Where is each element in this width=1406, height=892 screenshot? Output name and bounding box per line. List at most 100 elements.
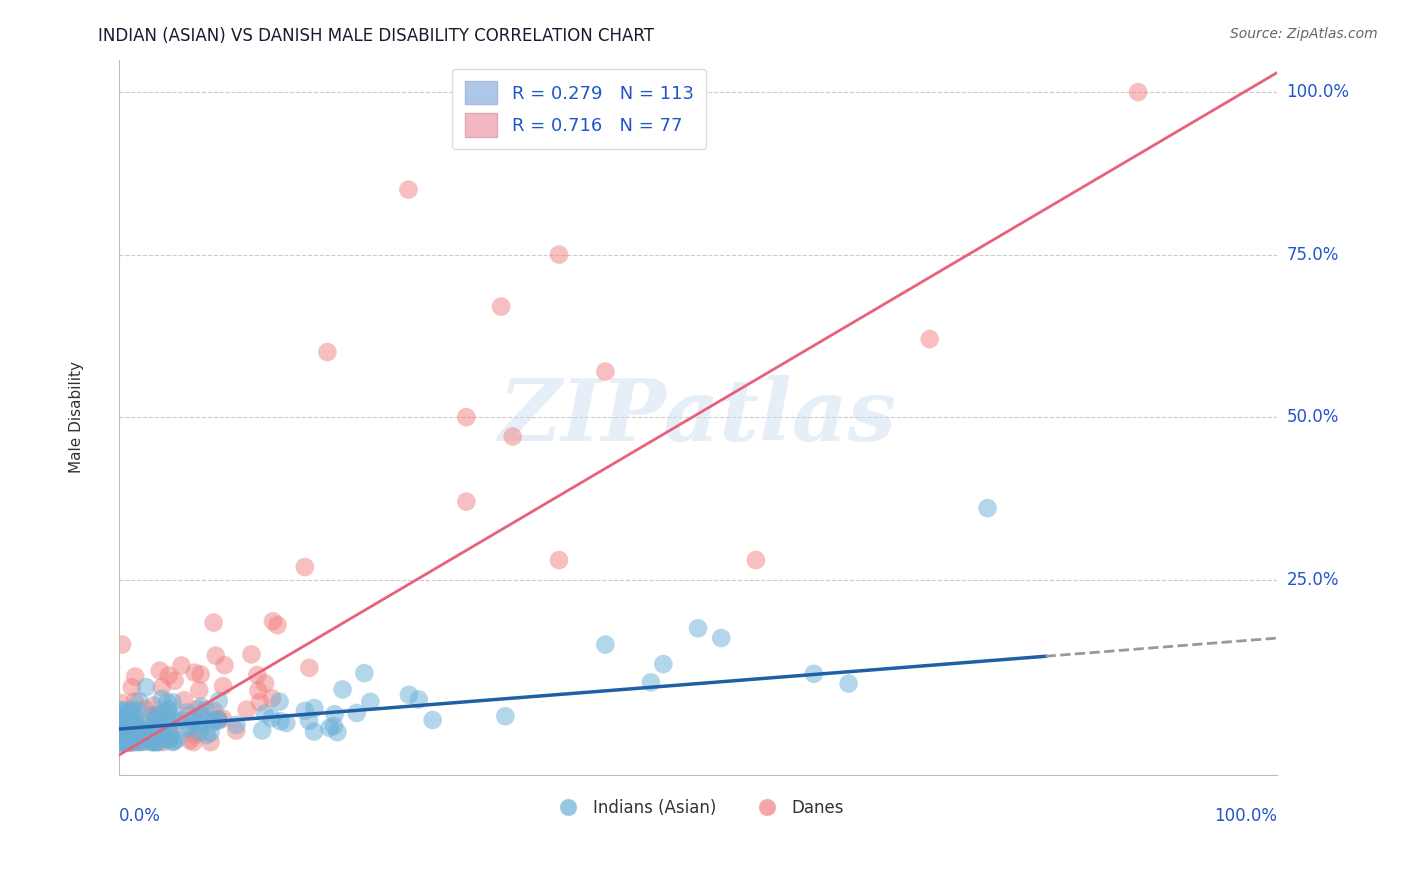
Point <box>121 716 143 731</box>
Point <box>115 735 138 749</box>
Point <box>202 712 225 726</box>
Text: 100.0%: 100.0% <box>1215 806 1277 825</box>
Point <box>108 721 131 735</box>
Point <box>202 615 225 630</box>
Point <box>134 724 156 739</box>
Point <box>332 682 354 697</box>
Point <box>157 668 180 682</box>
Point <box>143 735 166 749</box>
Text: Source: ZipAtlas.com: Source: ZipAtlas.com <box>1230 27 1378 41</box>
Point <box>111 735 134 749</box>
Point <box>117 735 139 749</box>
Point <box>183 735 205 749</box>
Point <box>318 721 340 735</box>
Point <box>108 735 131 749</box>
Point <box>595 365 617 379</box>
Point <box>190 718 212 732</box>
Point <box>124 733 146 747</box>
Point <box>108 734 131 748</box>
Text: 25.0%: 25.0% <box>1286 571 1339 589</box>
Point <box>163 734 186 748</box>
Point <box>173 693 195 707</box>
Point <box>250 723 273 738</box>
Point <box>118 705 141 719</box>
Point <box>166 732 188 747</box>
Point <box>143 728 166 742</box>
Point <box>114 711 136 725</box>
Point <box>125 718 148 732</box>
Point <box>316 345 339 359</box>
Point <box>112 735 135 749</box>
Point <box>160 729 183 743</box>
Point <box>112 706 135 721</box>
Point <box>111 703 134 717</box>
Point <box>294 704 316 718</box>
Point <box>125 716 148 731</box>
Point <box>115 726 138 740</box>
Point <box>494 709 516 723</box>
Point <box>548 553 571 567</box>
Point <box>240 648 263 662</box>
Point <box>112 735 135 749</box>
Text: INDIAN (ASIAN) VS DANISH MALE DISABILITY CORRELATION CHART: INDIAN (ASIAN) VS DANISH MALE DISABILITY… <box>98 27 654 45</box>
Point <box>134 702 156 716</box>
Point <box>323 707 346 722</box>
Point <box>276 716 298 731</box>
Point <box>131 735 153 749</box>
Point <box>188 725 211 739</box>
Point <box>456 494 478 508</box>
Point <box>148 729 170 743</box>
Point <box>150 691 173 706</box>
Point <box>150 680 173 694</box>
Point <box>145 713 167 727</box>
Point <box>190 699 212 714</box>
Point <box>253 706 276 721</box>
Text: ZIPatlas: ZIPatlas <box>499 376 897 458</box>
Point <box>117 735 139 749</box>
Point <box>269 695 291 709</box>
Point <box>159 724 181 739</box>
Point <box>121 735 143 749</box>
Point <box>111 638 134 652</box>
Point <box>176 722 198 736</box>
Point <box>208 694 231 708</box>
Point <box>125 730 148 744</box>
Point <box>398 183 420 197</box>
Point <box>157 733 180 747</box>
Point <box>110 731 132 746</box>
Point <box>172 714 194 728</box>
Point <box>148 735 170 749</box>
Point <box>108 710 131 724</box>
Point <box>187 716 209 731</box>
Point <box>122 735 145 749</box>
Point <box>143 718 166 732</box>
Point <box>145 727 167 741</box>
Point <box>179 733 201 747</box>
Point <box>211 712 233 726</box>
Point <box>162 735 184 749</box>
Point <box>112 735 135 749</box>
Point <box>143 712 166 726</box>
Point <box>143 735 166 749</box>
Point <box>141 722 163 736</box>
Point <box>124 708 146 723</box>
Point <box>302 724 325 739</box>
Point <box>111 735 134 749</box>
Point <box>112 734 135 748</box>
Point <box>652 657 675 671</box>
Point <box>260 691 283 706</box>
Point <box>115 720 138 734</box>
Point <box>184 665 207 680</box>
Point <box>112 731 135 746</box>
Point <box>111 735 134 749</box>
Point <box>225 723 247 738</box>
Point <box>125 704 148 718</box>
Point <box>253 676 276 690</box>
Text: 50.0%: 50.0% <box>1286 408 1339 426</box>
Point <box>134 723 156 738</box>
Point <box>686 621 709 635</box>
Point <box>246 668 269 682</box>
Point <box>108 713 131 727</box>
Point <box>156 696 179 710</box>
Point <box>110 696 132 710</box>
